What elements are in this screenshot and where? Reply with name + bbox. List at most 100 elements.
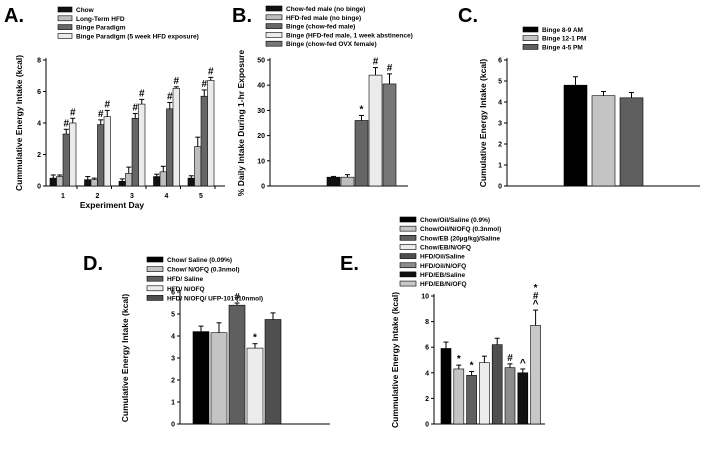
bar: [563, 84, 588, 187]
y-tick-label: 2: [425, 396, 429, 403]
y-tick-label: 8: [425, 319, 429, 326]
legend-label: Binge (HFD-fed male, 1 week abstinence): [286, 32, 413, 39]
legend: Chow/ Saline (0.09%) Chow/ N/OFQ (0.3nmol…: [146, 256, 263, 302]
significance-marker: *: [360, 104, 364, 115]
legend-swatch: [57, 33, 73, 39]
significance-marker: #: [132, 103, 138, 114]
bar: [466, 375, 477, 425]
bar: [340, 176, 355, 187]
legend-swatch: [399, 280, 417, 287]
legend-swatch: [146, 266, 164, 272]
legend-label: HFD/ N/OFQ/ UFP-101 (10nmol): [167, 295, 263, 302]
panel-e: E. 0 2 4 6 8 10 Cummulative Energy Intake (kcal…: [340, 216, 545, 429]
legend-label: HFD/ N/OFQ: [167, 286, 205, 293]
bar: [90, 179, 98, 187]
bar: [49, 177, 57, 187]
y-tick-label: 2: [171, 378, 175, 385]
panel-label: B.: [232, 5, 252, 27]
significance-marker: *: [253, 333, 257, 344]
significance-marker: #: [387, 63, 393, 74]
significance-marker: #: [533, 291, 539, 302]
significance-marker: *: [470, 361, 474, 372]
panel-label: A.: [4, 5, 24, 27]
bar: [264, 319, 282, 425]
bar: [530, 325, 541, 425]
significance-marker: #: [234, 292, 240, 303]
y-tick-label: 2: [498, 142, 502, 149]
legend-swatch: [57, 15, 73, 22]
legend-swatch: [57, 24, 73, 30]
bar: [210, 332, 228, 425]
y-tick-label: 1: [171, 400, 175, 407]
y-tick-label: 20: [257, 133, 265, 140]
legend-swatch: [522, 35, 539, 42]
y-tick-label: 6: [498, 58, 502, 65]
significance-marker: #: [208, 66, 214, 77]
legend-swatch: [399, 244, 417, 250]
y-tick-label: 40: [257, 83, 265, 90]
legend-swatch: [399, 225, 417, 232]
panel-a: A. 0 2 4 6 8 Cummulative Energy Intake (kcal) E…: [4, 5, 225, 210]
y-tick-label: 3: [171, 356, 175, 363]
significance-marker: #: [104, 99, 110, 110]
legend-label: Binge 4-5 PM: [542, 44, 583, 51]
y-tick-label: 50: [257, 58, 265, 65]
bar: [192, 331, 210, 425]
y-axis-label: Cummulative Energy Intake (kcal): [390, 292, 400, 428]
panel-c: C. 0 1 2 3 4 5 6 Cumulative Energy Intake (kcal)…: [458, 5, 700, 191]
y-tick-label: 2: [37, 152, 41, 159]
significance-marker: #: [70, 107, 76, 118]
bar: [479, 362, 490, 425]
y-tick-label: 4: [171, 334, 175, 341]
legend-label: Chow-fed male (no binge): [286, 6, 365, 13]
legend-label: Chow/Oil/N/OFQ (0.3nmol): [420, 226, 501, 233]
significance-marker: ^: [520, 358, 526, 369]
y-tick-label: 10: [421, 294, 429, 301]
legend-swatch: [265, 23, 283, 29]
y-tick-label: 6: [37, 89, 41, 96]
bar: [187, 177, 195, 187]
legend-swatch: [399, 253, 417, 259]
legend-label: Chow/EB/N/OFQ: [420, 244, 471, 251]
panel-label: D.: [83, 253, 103, 275]
bar: [56, 176, 64, 187]
panel-label: C.: [458, 5, 478, 27]
significance-marker: #: [98, 109, 104, 120]
significance-marker: *: [457, 354, 461, 365]
y-tick-label: 6: [425, 345, 429, 352]
significance-marker: #: [507, 353, 513, 364]
significance-marker: #: [373, 57, 379, 68]
legend-label: Binge (chow-fed male): [286, 24, 355, 31]
bar: [159, 171, 167, 187]
bar: [491, 344, 503, 425]
significance-marker: ^: [533, 299, 539, 310]
y-axis-label: Cumulative Energy Intake (kcal): [478, 59, 488, 188]
significance-marker: *: [534, 283, 538, 294]
x-tick-label: 4: [165, 193, 169, 200]
legend-label: HFD-fed male (no binge): [286, 15, 361, 22]
y-tick-label: 4: [498, 100, 502, 107]
bar: [440, 348, 452, 425]
bar: [103, 116, 111, 187]
significance-marker: #: [63, 118, 69, 129]
legend-swatch: [265, 40, 283, 47]
bar: [194, 146, 202, 187]
legend-label: Binge 12-1 PM: [542, 36, 586, 43]
y-axis-label: Cummulative Energy Intake (kcal): [14, 55, 24, 191]
x-axis-label: Experiment Day: [80, 200, 145, 210]
legend-label: HFD/EB/Saline: [420, 272, 466, 279]
legend-swatch: [399, 216, 417, 223]
bar: [453, 368, 465, 425]
legend-swatch: [399, 271, 417, 278]
legend-label: Long-Term HFD: [76, 16, 125, 23]
y-tick-label: 30: [257, 108, 265, 115]
legend-swatch: [399, 235, 417, 241]
legend-label: Binge (chow-fed OVX female): [286, 41, 377, 48]
bar: [354, 120, 369, 187]
legend-label: Chow/ N/OFQ (0.3nmol): [167, 267, 240, 274]
legend-swatch: [265, 32, 283, 38]
bar: [138, 103, 146, 187]
y-tick-label: 4: [37, 121, 41, 128]
